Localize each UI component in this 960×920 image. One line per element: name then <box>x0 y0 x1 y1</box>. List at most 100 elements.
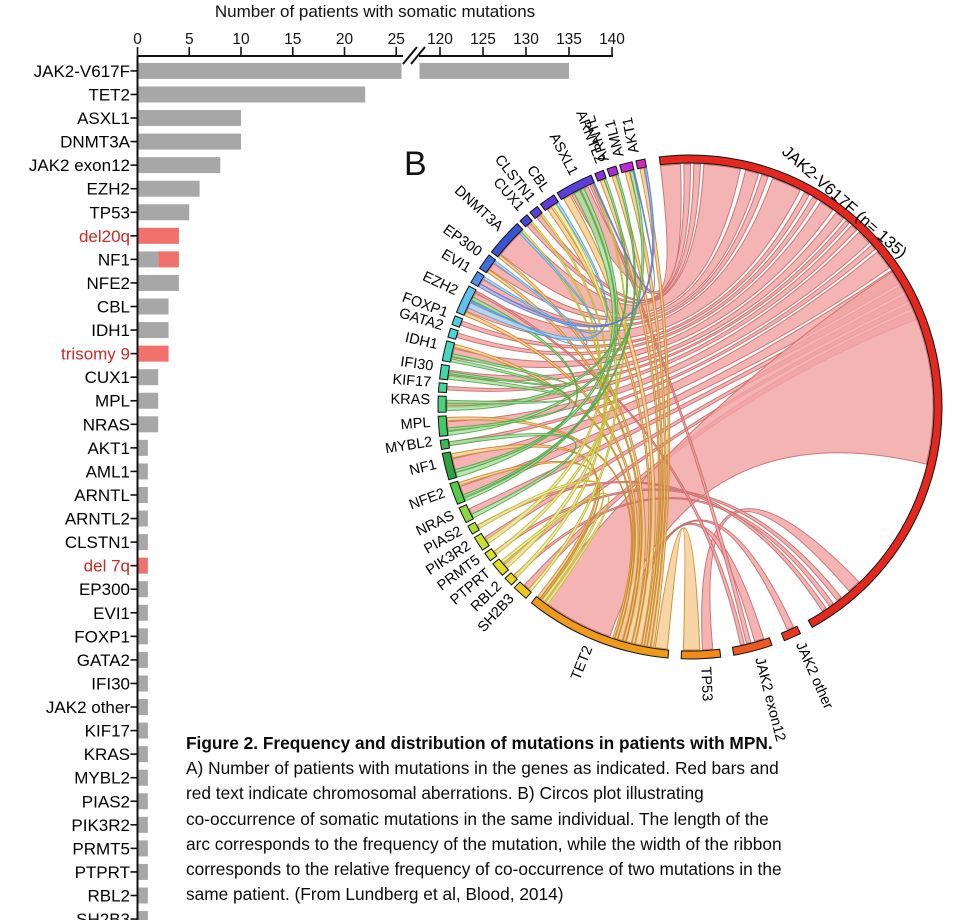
ribbon-RBL2-DNMT3A <box>513 229 606 579</box>
ribbon-TET2-TP53 <box>654 527 701 651</box>
ribbon-PRMT5-ASXL1 <box>493 182 627 555</box>
circos-segment-MPL <box>437 415 449 437</box>
bar-label-SH2B3: SH2B3 <box>76 910 130 920</box>
circos-segment-AML1 <box>619 161 635 174</box>
bar-label-EZH2: EZH2 <box>87 180 130 199</box>
circos-segment-PIK3R2 <box>473 532 490 551</box>
bar-PIK3R2 <box>138 816 148 833</box>
bar-label-IDH1: IDH1 <box>91 321 130 340</box>
bar-label-DNMT3A: DNMT3A <box>60 133 131 152</box>
bar-JAK2 exon12 <box>138 157 221 174</box>
bar-label-KIF17: KIF17 <box>85 722 130 741</box>
panel-b-label: B <box>404 145 427 183</box>
circos-segment-GATA2 <box>447 327 459 340</box>
circos-segment-FOXP1 <box>451 315 464 328</box>
caption-line: Figure 2. Frequency and distribution of … <box>186 733 773 753</box>
bar-chart-panel-a: Number of patients with somatic mutation… <box>29 2 625 920</box>
bar-label-JAK2 other: JAK2 other <box>46 698 130 717</box>
circos-label-MYBL2: MYBL2 <box>384 434 433 457</box>
bar-label-TET2: TET2 <box>88 85 130 104</box>
bar-AML1 <box>138 463 148 480</box>
bar-label-PIK3R2: PIK3R2 <box>71 816 130 835</box>
circos-label-MPL: MPL <box>400 415 431 433</box>
bar-label-NFE2: NFE2 <box>87 274 130 293</box>
ribbon-JAK2 exon12-ASXL1 <box>589 184 752 645</box>
x-tick-label: 140 <box>599 31 625 48</box>
bar-KRAS <box>138 746 148 763</box>
bar-TET2 <box>138 86 366 103</box>
ribbon-SH2B3-CBL <box>528 203 618 592</box>
bar-label-JAK2 exon12: JAK2 exon12 <box>29 156 130 175</box>
bar-label-trisomy 9: trisomy 9 <box>61 345 130 364</box>
circos-label-TP53: TP53 <box>697 666 714 701</box>
bar-ASXL1 <box>138 110 241 127</box>
ribbon-JAK2-V617F-FOXP1 <box>460 191 810 349</box>
ribbon-TET2-NFE2 <box>458 460 601 601</box>
circos-label-EZH2: EZH2 <box>420 269 460 299</box>
bar-CBL <box>138 298 169 315</box>
x-tick-label: 130 <box>513 31 539 48</box>
bar-GATA2 <box>138 651 148 668</box>
bar-label-CUX1: CUX1 <box>85 368 130 387</box>
bar-label-ARNTL: ARNTL <box>74 486 130 505</box>
bar-PTPRT <box>138 863 148 880</box>
bar-PRMT5 <box>138 840 148 857</box>
circos-segment-KIF17 <box>437 382 448 394</box>
circos-segment-PIAS2 <box>467 521 480 535</box>
bar-label-AML1: AML1 <box>86 462 130 481</box>
x-tick-label: 15 <box>284 31 301 48</box>
x-tick-label: 5 <box>185 31 194 48</box>
x-tick-label: 135 <box>556 31 582 48</box>
circos-segment-ASXL1 <box>556 174 595 201</box>
bar-label-AKT1: AKT1 <box>87 439 130 458</box>
bar-NF1 <box>138 251 159 268</box>
bar-label-NRAS: NRAS <box>83 415 130 434</box>
bar-RBL2 <box>138 887 148 904</box>
bar-EZH2 <box>138 180 200 197</box>
ribbon-JAK2-V617F-IDH1 <box>451 201 834 368</box>
ribbon-JAK2 exon12-EZH2 <box>474 290 745 646</box>
ribbon-JAK2-V617F-CUX1 <box>526 163 702 304</box>
bar-del20q <box>138 227 179 244</box>
caption-line: same patient. (From Lundberg et al, Bloo… <box>186 884 564 905</box>
bar-trisomy 9 <box>138 345 169 362</box>
caption-line: A) Number of patients with mutations in … <box>186 758 779 779</box>
circos-label-KRAS: KRAS <box>390 392 430 408</box>
bar-label-PTPRT: PTPRT <box>75 863 130 882</box>
bar-label-EP300: EP300 <box>79 580 130 599</box>
circos-segment-ARNTL2 <box>594 169 607 182</box>
ribbon-TET2-EP300 <box>486 269 642 642</box>
x-tick-label: 0 <box>133 31 142 48</box>
bar-NFE2 <box>138 274 179 291</box>
bar-NF1-red <box>158 251 179 268</box>
x-axis-title: Number of patients with somatic mutation… <box>215 2 535 21</box>
circos-segment-JAK2 other <box>780 625 802 642</box>
ribbon-IFI30-IDH1 <box>448 353 571 387</box>
circos-segment-NFE2 <box>449 480 466 505</box>
bar-FOXP1 <box>138 628 148 645</box>
ribbon-NF1-EZH2 <box>454 296 578 473</box>
axis-break-slash <box>410 46 426 65</box>
ribbon-TET2-EZH2 <box>464 311 639 642</box>
bar-label-RBL2: RBL2 <box>87 887 130 906</box>
ribbon-TET2-ARNTL <box>611 174 664 647</box>
circos-segment-AKT1 <box>635 158 647 170</box>
bar-label-MYBL2: MYBL2 <box>74 769 130 788</box>
bar-ARNTL2 <box>138 510 148 527</box>
ribbon-TET2-AKT1 <box>639 167 671 648</box>
bar-MPL <box>138 392 159 409</box>
bar-label-ASXL1: ASXL1 <box>77 109 130 128</box>
bar-label-FOXP1: FOXP1 <box>74 627 130 646</box>
x-tick-label: 125 <box>470 31 496 48</box>
bar-label-del20q: del20q <box>79 227 130 246</box>
circos-label-IFI30: IFI30 <box>399 354 434 374</box>
circos-segment-CBL <box>539 194 559 212</box>
circos-label-ASXL1: ASXL1 <box>546 131 581 178</box>
ribbon-TET2-AML1 <box>624 171 667 648</box>
bar-SH2B3 <box>138 911 148 920</box>
circos-segment-CLSTN1 <box>529 205 543 220</box>
bar-KIF17 <box>138 722 148 739</box>
ribbon-JAK2-V617F-KIF17 <box>447 219 850 392</box>
